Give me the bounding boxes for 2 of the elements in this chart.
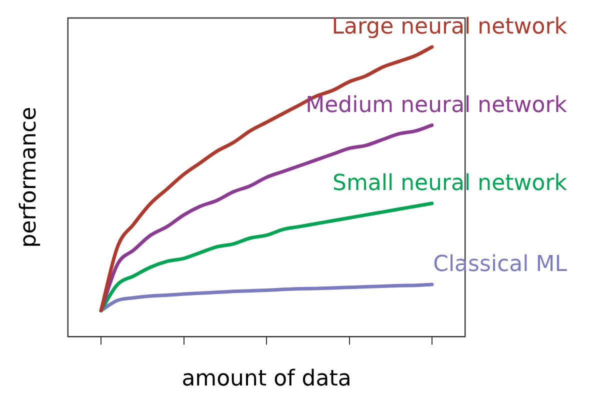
x-axis-title: amount of data xyxy=(182,366,352,392)
y-axis-title: performance xyxy=(16,106,42,248)
